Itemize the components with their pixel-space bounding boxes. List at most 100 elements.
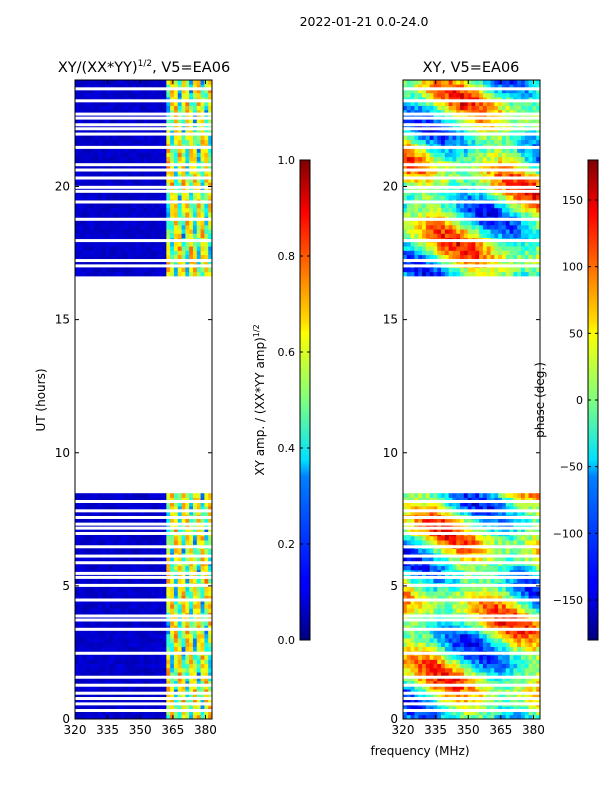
heatmap-cell xyxy=(177,101,182,106)
heatmap-cell xyxy=(524,633,529,639)
heatmap-cell xyxy=(78,667,84,673)
heatmap-cell xyxy=(143,595,148,601)
heatmap-cell xyxy=(200,603,205,609)
heatmap-cell xyxy=(406,599,412,605)
heatmap-cell xyxy=(113,212,118,217)
heatmap-cell xyxy=(78,518,84,524)
heatmap-cell xyxy=(132,586,137,592)
heatmap-cell xyxy=(162,271,167,277)
heatmap-cell xyxy=(406,714,412,719)
heatmap-cell xyxy=(105,224,110,230)
heatmap-cell xyxy=(501,633,507,639)
heatmap-cell xyxy=(116,667,122,673)
heatmap-cell xyxy=(109,114,114,119)
heatmap-cell xyxy=(204,621,209,626)
heatmap-cell xyxy=(486,714,491,719)
heatmap-cell xyxy=(520,595,526,601)
heatmap-cell xyxy=(116,233,122,239)
heatmap-cell xyxy=(509,603,514,609)
heatmap-cell xyxy=(536,714,540,719)
heatmap-cell xyxy=(86,177,91,183)
heatmap-cell xyxy=(173,246,179,251)
heatmap-cell xyxy=(196,250,201,256)
heatmap-cell xyxy=(158,139,163,145)
heatmap-cell xyxy=(509,599,514,605)
heatmap-cell xyxy=(82,646,87,652)
heatmap-cell xyxy=(109,105,114,111)
heatmap-cell xyxy=(97,684,103,690)
heatmap-cell xyxy=(498,667,503,673)
heatmap-cell xyxy=(532,663,537,669)
heatmap-cell xyxy=(162,246,167,251)
heatmap-cell xyxy=(147,548,152,554)
heatmap-cell xyxy=(467,591,472,596)
heatmap-cell xyxy=(132,207,137,213)
heatmap-cell xyxy=(97,625,103,630)
heatmap-cell xyxy=(101,714,106,719)
heatmap-cell xyxy=(181,599,186,605)
heatmap-cell xyxy=(208,689,212,694)
heatmap-cell xyxy=(101,684,106,690)
heatmap-cell xyxy=(494,693,499,699)
heatmap-cell xyxy=(101,540,106,545)
heatmap-cell xyxy=(517,667,522,673)
heatmap-cell xyxy=(410,693,415,699)
heatmap-cell xyxy=(192,135,198,141)
heatmap-cell xyxy=(143,173,148,179)
heatmap-cell xyxy=(151,493,156,498)
heatmap-cell xyxy=(94,510,99,515)
heatmap-cell xyxy=(422,714,427,719)
heatmap-cell xyxy=(90,684,95,690)
heatmap-cell xyxy=(482,646,488,652)
heatmap-cell xyxy=(113,693,118,699)
heatmap-cell xyxy=(78,241,84,247)
heatmap-cell xyxy=(456,633,461,639)
heatmap-cell xyxy=(517,672,522,677)
heatmap-cell xyxy=(208,603,212,609)
heatmap-cell xyxy=(105,642,110,647)
heatmap-cell xyxy=(410,633,415,639)
heatmap-cell xyxy=(406,625,412,630)
colorbar-tick-label: 0.8 xyxy=(278,250,296,263)
heatmap-cell xyxy=(185,680,190,686)
heatmap-cell xyxy=(208,540,212,545)
heatmap-cell xyxy=(452,599,457,605)
heatmap-cell xyxy=(403,565,408,571)
heatmap-cell xyxy=(154,229,160,234)
heatmap-cell xyxy=(82,203,87,209)
heatmap-cell xyxy=(196,173,201,179)
heatmap-cell xyxy=(82,229,87,234)
heatmap-cell xyxy=(94,646,99,652)
heatmap-cell xyxy=(128,706,133,711)
heatmap-cell xyxy=(128,84,133,89)
heatmap-cell xyxy=(113,84,118,89)
heatmap-cell xyxy=(208,182,212,187)
heatmap-cell xyxy=(132,139,137,145)
heatmap-cell xyxy=(204,548,209,554)
heatmap-cell xyxy=(471,684,476,690)
heatmap-cell xyxy=(482,595,488,601)
heatmap-cell xyxy=(192,557,198,562)
heatmap-cell xyxy=(116,663,122,669)
heatmap-cell xyxy=(158,501,163,507)
heatmap-cell xyxy=(109,625,114,630)
heatmap-cell xyxy=(170,190,175,196)
heatmap-cell xyxy=(513,608,518,613)
heatmap-cell xyxy=(170,101,175,106)
heatmap-cell xyxy=(128,118,133,123)
heatmap-cell xyxy=(173,182,179,187)
heatmap-cell xyxy=(437,638,442,643)
heatmap-cell xyxy=(116,165,122,170)
heatmap-cell xyxy=(414,633,419,639)
heatmap-cell xyxy=(116,672,122,677)
heatmap-cell xyxy=(97,565,103,571)
heatmap-cell xyxy=(452,625,457,630)
heatmap-cell xyxy=(192,212,198,217)
heatmap-cell xyxy=(154,224,160,230)
heatmap-cell xyxy=(429,706,434,711)
heatmap-cell xyxy=(490,625,495,630)
heatmap-cell xyxy=(82,557,87,562)
heatmap-cell xyxy=(105,101,110,106)
heatmap-cell xyxy=(82,109,87,115)
heatmap-cell xyxy=(135,501,141,507)
